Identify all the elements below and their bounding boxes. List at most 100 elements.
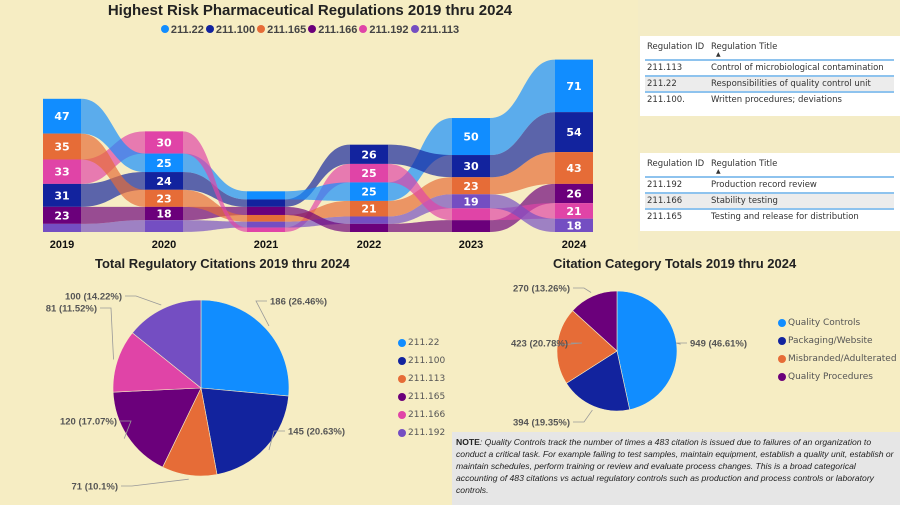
table-row[interactable]: 211.165 Testing and release for distribut… [645,208,894,224]
legend-item-211-113[interactable]: 211.113 [398,370,445,388]
pie-slice-211-100[interactable] [200,387,289,475]
segment-211-22-2023[interactable] [452,118,490,156]
segment-211-22-2019[interactable] [43,98,81,134]
segment-211-166-2019[interactable] [43,206,81,224]
ribbon-211-166-2019-2020[interactable] [81,206,145,224]
segment-211-22-2020[interactable] [145,153,183,173]
segment-211-192-2019[interactable] [43,159,81,184]
legend-item-packaging-website[interactable]: Packaging/Website [778,332,897,350]
table-row[interactable]: 211.166 Stability testing [645,192,894,208]
segment-211-22-2021[interactable] [247,191,285,200]
segment-211-22-2024[interactable] [555,59,593,113]
segment-211-166-2022[interactable] [350,223,388,232]
column-header-regulation-id[interactable]: Regulation ID [647,42,705,52]
segment-211-22-2022[interactable] [350,182,388,201]
segment-211-100-2022[interactable] [350,144,388,164]
legend-item-211-165[interactable]: 211.165 [398,388,445,406]
segment-211-165-2024[interactable] [555,152,593,184]
ribbon-211-165-2023-2024[interactable] [490,152,555,195]
legend-item-211-100[interactable]: 211.100 [205,24,256,36]
legend-marker [398,357,406,365]
legend-item-211-166[interactable]: 211.166 [308,24,357,36]
segment-211-100-2023[interactable] [452,155,490,178]
ribbon-211-100-2019-2020[interactable] [81,172,145,207]
pie-slice-misbranded-adulterated[interactable] [556,310,618,384]
data-label: 120 (17.07%) [60,417,117,428]
ribbon-211-22-2021-2022[interactable] [285,182,350,201]
x-tick-label: 2019 [50,239,74,251]
ribbon-211-113-2022-2023[interactable] [388,194,452,224]
legend-item-quality-controls[interactable]: Quality Controls [778,314,897,332]
legend-item-misbranded-adulterated[interactable]: Misbranded/Adulterated [778,350,897,368]
column-header-regulation-title[interactable]: Regulation Title [711,42,778,52]
segment-211-192-2021[interactable] [247,227,285,232]
ribbon-211-100-2021-2022[interactable] [285,144,350,207]
pie-slice-quality-controls[interactable] [616,290,678,411]
segment-211-113-2023[interactable] [452,194,490,209]
data-label: 71 [566,80,581,93]
ribbon-211-166-2022-2023[interactable] [388,220,452,232]
segment-211-113-2019[interactable] [43,223,81,232]
pie-slice-211-22[interactable] [200,299,290,397]
table-row[interactable]: 211.113 Control of microbiological contam… [645,59,894,75]
x-tick-label: 2022 [357,239,381,251]
ribbon-211-113-2019-2020[interactable] [81,220,145,232]
legend-label: 211.100 [215,24,256,36]
ribbon-211-100-2022-2023[interactable] [388,144,452,178]
segment-211-166-2021[interactable] [247,206,285,215]
ribbon-211-22-2020-2021[interactable] [183,153,247,200]
ribbon-211-166-2021-2022[interactable] [285,206,350,232]
segment-211-165-2019[interactable] [43,133,81,160]
legend-item-211-165[interactable]: 211.165 [257,24,306,36]
legend-item-211-100[interactable]: 211.100 [398,352,445,370]
segment-211-166-2024[interactable] [555,183,593,204]
segment-211-113-2022[interactable] [350,216,388,224]
column-header-regulation-id[interactable]: Regulation ID [647,159,705,169]
segment-211-165-2022[interactable] [350,200,388,217]
pie-slice-211-165[interactable] [112,387,202,468]
segment-211-166-2023[interactable] [452,220,490,232]
table-row[interactable]: 211.192 Production record review [645,176,894,192]
legend-item-211-192[interactable]: 211.192 [359,24,409,36]
ribbon-211-165-2019-2020[interactable] [81,133,145,207]
segment-211-113-2024[interactable] [555,218,593,232]
sort-ascending-icon[interactable]: ▲ [716,51,721,58]
segment-211-192-2023[interactable] [452,208,490,221]
segment-211-113-2021[interactable] [247,221,285,228]
legend-item-211-166[interactable]: 211.166 [398,406,445,424]
ribbon-chart: 47 35 33 31 23 2019 30 25 24 23 18 2020 2021 26 25 25 21… [43,59,593,251]
ribbon-211-22-2023-2024[interactable] [490,59,555,156]
ribbon-211-165-2020-2021[interactable] [183,189,247,222]
segment-211-166-2020[interactable] [145,206,183,221]
pie-slice-quality-procedures[interactable] [572,290,618,352]
column-header-regulation-title[interactable]: Regulation Title [711,159,778,169]
legend-item-211-192[interactable]: 211.192 [398,424,445,442]
table-row[interactable]: 211.22 Responsibilities of quality contro… [645,75,894,91]
ribbon-211-192-2020-2021[interactable] [183,131,247,232]
pie-slice-packaging-website[interactable] [566,350,631,412]
legend-item-quality-procedures[interactable]: Quality Procedures [778,368,897,386]
segment-211-100-2019[interactable] [43,183,81,207]
segment-211-165-2020[interactable] [145,189,183,207]
ribbon-211-100-2023-2024[interactable] [490,112,555,178]
segment-211-192-2022[interactable] [350,163,388,183]
table-row[interactable]: 211.100. Written procedures; deviations [645,91,894,107]
legend-item-211-113[interactable]: 211.113 [410,24,459,36]
segment-211-113-2020[interactable] [145,220,183,232]
segment-211-100-2020[interactable] [145,172,183,190]
ribbon-211-192-2019-2020[interactable] [81,131,145,184]
ribbon-211-113-2023-2024[interactable] [490,194,555,232]
segment-211-100-2021[interactable] [247,199,285,207]
pie-slice-211-166[interactable] [112,332,202,393]
pie-slice-211-192[interactable] [131,299,202,389]
legend-item-211-22[interactable]: 211.22 [160,24,204,36]
segment-211-165-2023[interactable] [452,177,490,195]
sort-ascending-icon[interactable]: ▲ [716,168,721,175]
segment-211-192-2024[interactable] [555,203,593,219]
ribbon-211-22-2019-2020[interactable] [81,98,145,173]
segment-211-192-2020[interactable] [145,131,183,154]
segment-211-100-2024[interactable] [555,112,593,153]
segment-211-165-2021[interactable] [247,214,285,222]
legend-item-211-22[interactable]: 211.22 [398,334,445,352]
ribbon-211-192-2022-2023[interactable] [388,163,452,221]
